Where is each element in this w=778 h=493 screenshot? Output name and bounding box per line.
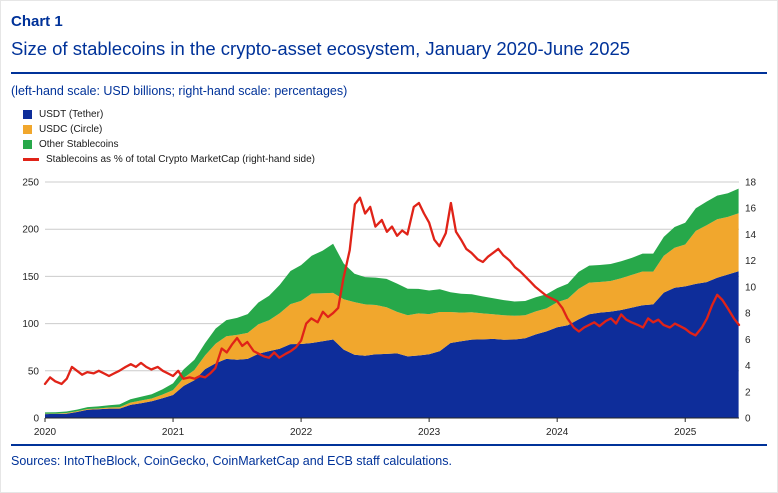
x-tick-label: 2022	[290, 427, 313, 438]
y-left-tick-label: 50	[28, 366, 40, 377]
x-tick-label: 2024	[546, 427, 569, 438]
pct-line-path	[43, 196, 741, 386]
legend-label-pct-line: Stablecoins as % of total Crypto MarketC…	[46, 153, 316, 165]
y-axis-left: 0 50 100 150 200 250	[22, 178, 39, 425]
legend-item-usdc: USDC (Circle)	[23, 123, 767, 136]
legend-item-other: Other Stablecoins	[23, 138, 767, 151]
y-left-tick-label: 200	[22, 225, 39, 236]
page-title: Size of stablecoins in the crypto-asset …	[11, 38, 631, 59]
y-right-tick-label: 18	[745, 178, 757, 189]
area-usdc	[45, 213, 739, 415]
y-right-tick-label: 0	[745, 414, 751, 425]
pct-line	[43, 196, 741, 386]
x-tick-label: 2020	[34, 427, 57, 438]
stacked-areas	[45, 188, 739, 419]
y-right-tick-label: 4	[745, 361, 751, 372]
legend-label-usdt: USDT (Tether)	[39, 108, 104, 120]
y-left-tick-label: 100	[22, 319, 39, 330]
y-right-tick-label: 2	[745, 387, 751, 398]
y-right-tick-label: 10	[745, 283, 757, 294]
usdt-swatch-icon	[23, 110, 32, 120]
x-tick-label: 2021	[162, 427, 185, 438]
area-usdt	[45, 271, 739, 419]
area-other	[45, 188, 739, 414]
stacked-area-chart: 2020 2021 2022 2023 2024 20250501001502002500…	[22, 178, 757, 439]
chart-number-label: Chart 1	[11, 13, 63, 30]
legend-label-other: Other Stablecoins	[39, 138, 119, 150]
x-tick-label: 2023	[418, 427, 441, 438]
axis-scale-note: (left-hand scale: USD billions; right-ha…	[11, 84, 348, 99]
x-axis: 2020 2021 2022 2023 2024 2025	[34, 417, 739, 438]
y-left-tick-label: 0	[33, 414, 39, 425]
x-tick-label: 2025	[674, 427, 697, 438]
chart-legend: USDT (Tether) USDC (Circle) Other Stable…	[23, 108, 767, 166]
legend-item-usdt: USDT (Tether)	[23, 108, 767, 121]
y-left-tick-label: 250	[22, 178, 39, 189]
other-stablecoins-swatch-icon	[23, 140, 32, 150]
y-axis-right: 0 2 4 6 8 10 12 14 16 18	[745, 178, 757, 425]
y-right-tick-label: 12	[745, 256, 757, 267]
legend-item-pct-line: Stablecoins as % of total Crypto MarketC…	[23, 153, 767, 166]
y-right-tick-label: 6	[745, 335, 751, 346]
top-divider	[11, 72, 767, 75]
pct-line-swatch-icon	[23, 158, 39, 162]
y-right-tick-label: 14	[745, 230, 757, 241]
y-right-tick-label: 8	[745, 309, 751, 320]
y-right-tick-label: 16	[745, 204, 757, 215]
y-left-tick-label: 150	[22, 272, 39, 283]
bottom-divider	[11, 444, 767, 447]
legend-label-usdc: USDC (Circle)	[39, 123, 103, 135]
sources-note: Sources: IntoTheBlock, CoinGecko, CoinMa…	[11, 454, 452, 469]
usdc-swatch-icon	[23, 125, 32, 135]
